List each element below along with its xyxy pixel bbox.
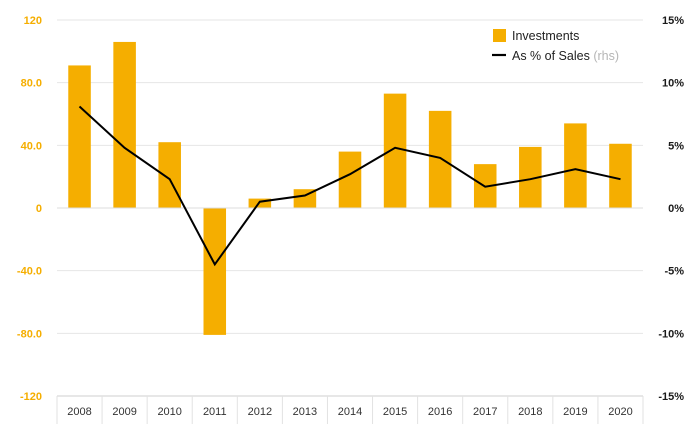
bar-2010 [158,142,181,208]
right-tick-label-3: 0% [668,203,684,215]
right-tick-label-6: -15% [658,391,684,403]
right-tick-label-4: -5% [664,266,684,278]
x-tick-label-2020: 2020 [608,406,632,418]
left-tick-label-0: 120 [24,15,42,27]
legend-label-sales-share-main: As % of Sales [512,49,590,63]
bar-2018 [519,146,542,208]
x-tick-label-2013: 2013 [293,406,317,418]
left-tick-label-6: -120 [20,391,42,403]
legend-label-sales-share: As % of Sales (rhs) [512,49,619,63]
x-tick-label-2010: 2010 [157,406,181,418]
x-tick-label-2008: 2008 [67,406,91,418]
x-tick-label-2015: 2015 [383,406,407,418]
x-axis: 2008 2009 2010 2011 2012 2013 2014 2015 2016 2017… [56,395,644,424]
left-tick-label-3: 0 [36,203,42,215]
line-series [78,105,621,267]
x-tick-label-2014: 2014 [338,406,362,418]
left-tick-label-5: -80.0 [17,328,42,340]
legend-label-sales-share-suffix: (rhs) [593,49,619,63]
right-tick-label-0: 15% [662,15,684,27]
line-sales-share [78,105,621,267]
left-axis-ticks: 120 80.0 40.0 0 -40.0 -80.0 -120 [17,15,42,403]
x-tick-label-2019: 2019 [563,406,587,418]
right-axis-ticks: 15% 10% 5% 0% -5% -10% -15% [658,15,684,403]
bar-2016 [428,110,452,208]
bar-2019 [564,123,587,208]
x-tick-label-2011: 2011 [203,406,227,418]
legend-label-investments: Investments [512,29,579,43]
bar-2008 [68,65,91,208]
bar-2015 [383,93,407,208]
right-tick-label-5: -10% [658,328,684,340]
legend-swatch-investments [493,29,506,42]
right-tick-label-1: 10% [662,78,684,90]
x-tick-label-2016: 2016 [428,406,452,418]
legend: Investments As % of Sales (rhs) [492,29,619,63]
x-tick-label-2012: 2012 [248,406,272,418]
bar-series [68,41,632,335]
right-tick-label-2: 5% [668,140,684,152]
bar-2014 [338,151,362,208]
left-tick-label-1: 80.0 [21,78,42,90]
bar-2011 [203,208,227,335]
bar-2020 [609,143,632,208]
x-tick-label-2009: 2009 [112,406,136,418]
bar-2009 [113,41,136,208]
x-tick-label-2018: 2018 [518,406,542,418]
x-tick-label-2017: 2017 [473,406,497,418]
left-tick-label-2: 40.0 [21,140,42,152]
left-tick-label-4: -40.0 [17,266,42,278]
